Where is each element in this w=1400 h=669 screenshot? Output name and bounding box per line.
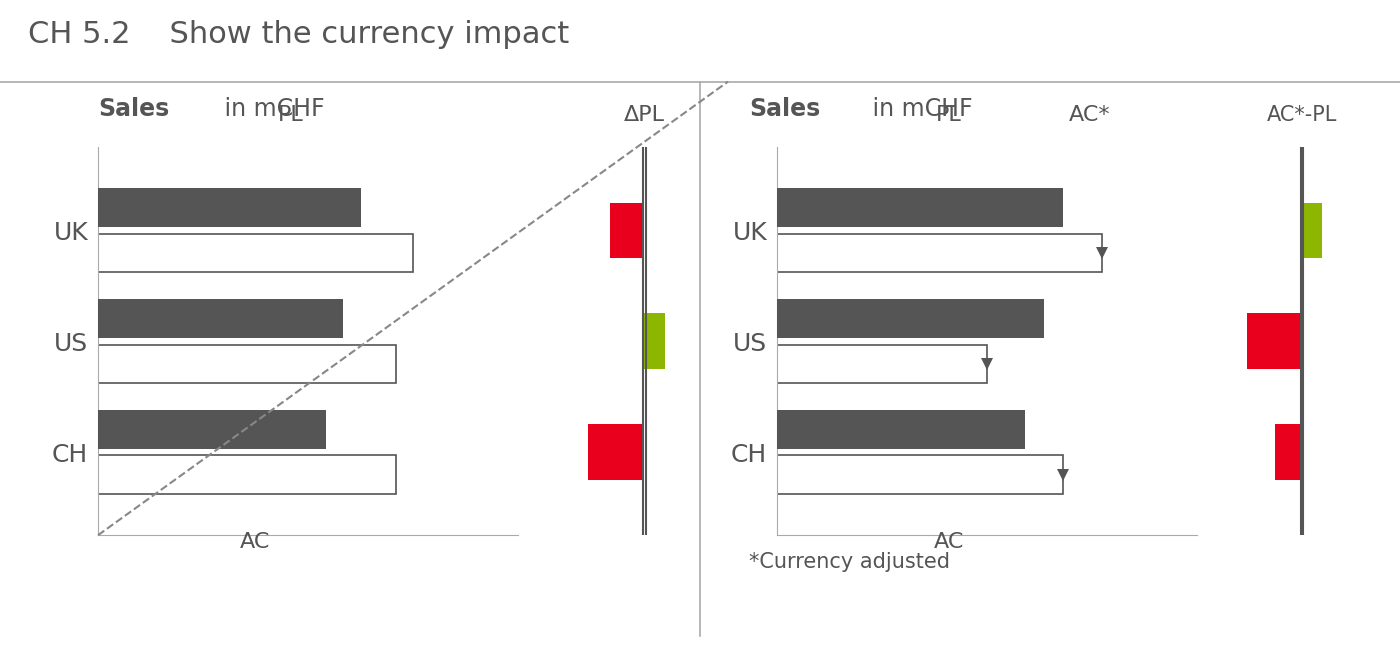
Bar xyxy=(98,410,325,449)
Text: PL: PL xyxy=(277,105,304,125)
Bar xyxy=(777,188,1064,227)
Bar xyxy=(1246,314,1301,369)
Bar xyxy=(777,299,1044,338)
Bar xyxy=(98,299,343,338)
Text: AC*-PL: AC*-PL xyxy=(1267,105,1337,125)
Text: Sales: Sales xyxy=(749,97,820,121)
Bar xyxy=(98,188,361,227)
Bar xyxy=(98,345,395,383)
Bar xyxy=(98,233,413,272)
Bar xyxy=(1275,424,1301,480)
Bar xyxy=(610,203,643,258)
Text: in mCHF: in mCHF xyxy=(217,97,325,121)
Bar xyxy=(588,424,643,480)
Text: PL: PL xyxy=(937,105,962,125)
Text: AC: AC xyxy=(241,532,270,552)
Text: *Currency adjusted: *Currency adjusted xyxy=(749,552,951,572)
Bar xyxy=(98,456,395,494)
Text: Sales: Sales xyxy=(98,97,169,121)
Bar xyxy=(777,233,1102,272)
Bar xyxy=(643,314,669,369)
Bar xyxy=(1301,203,1323,258)
Bar xyxy=(777,345,987,383)
Text: AC*: AC* xyxy=(1070,105,1112,125)
Text: AC: AC xyxy=(934,532,965,552)
Text: ΔPL: ΔPL xyxy=(624,105,665,125)
Bar xyxy=(777,410,1025,449)
Bar xyxy=(777,456,1064,494)
Text: in mCHF: in mCHF xyxy=(865,97,973,121)
Text: CH 5.2    Show the currency impact: CH 5.2 Show the currency impact xyxy=(28,20,570,49)
